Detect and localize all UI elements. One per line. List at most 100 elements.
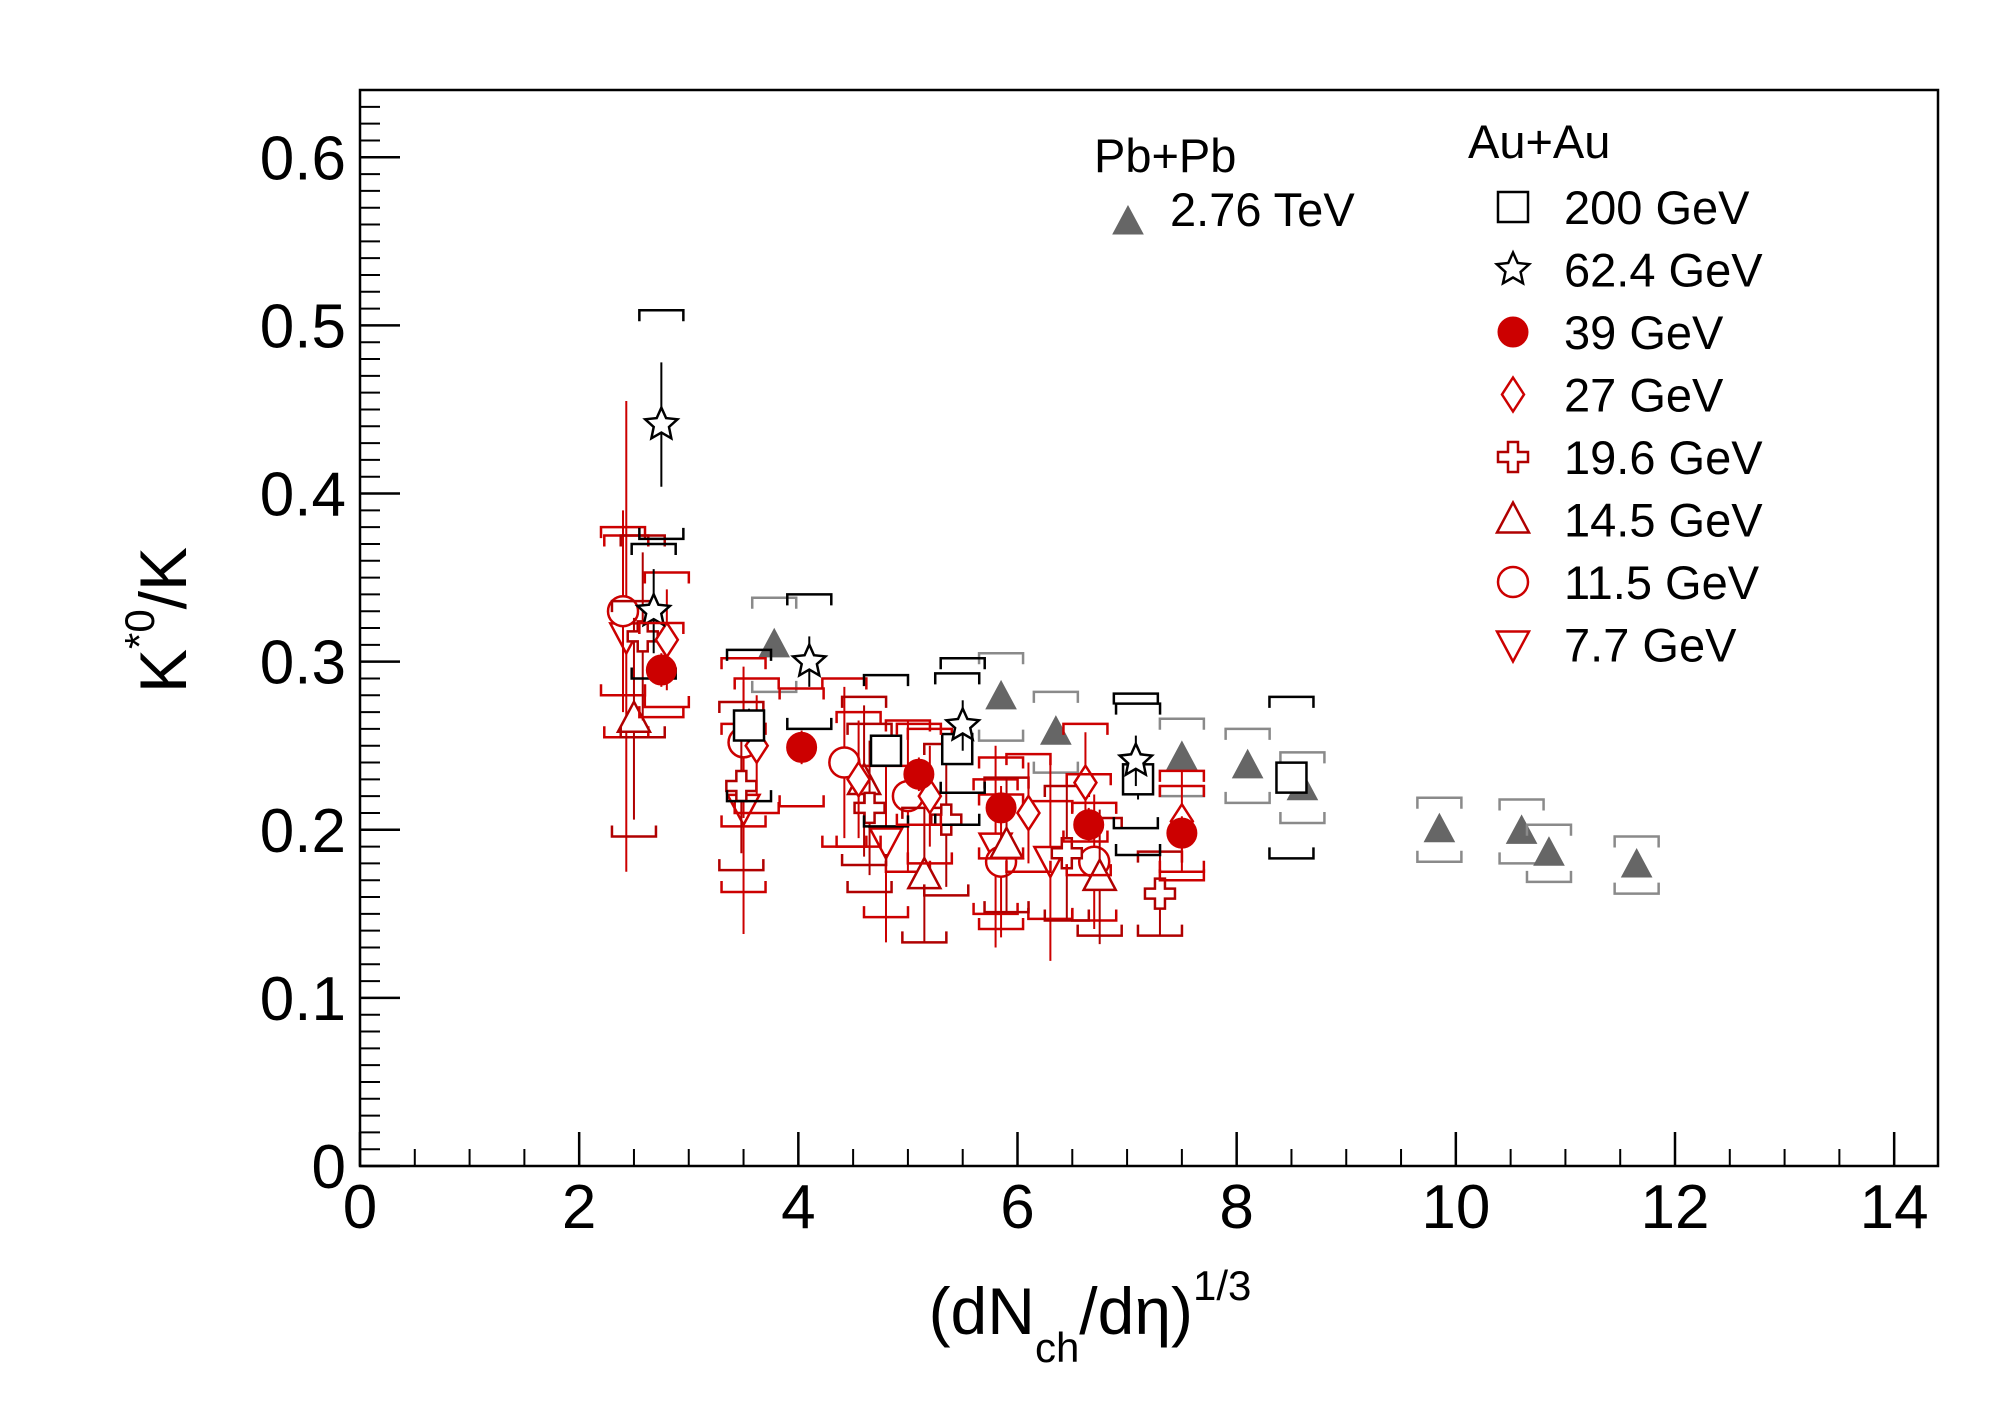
sys-error-bracket — [718, 700, 765, 872]
x-tick-label: 10 — [1421, 1173, 1490, 1242]
data-point — [940, 732, 974, 766]
data-point — [1275, 761, 1308, 794]
y-tick-label: 0.2 — [260, 797, 346, 866]
sys-error-bracket — [725, 648, 773, 803]
x-tick-label: 0 — [343, 1173, 377, 1242]
y-tick-label: 0 — [312, 1133, 346, 1202]
y-tick-label: 0.3 — [260, 629, 346, 698]
x-tick-label: 8 — [1219, 1173, 1253, 1242]
sys-error-bracket — [1158, 784, 1206, 882]
x-tick-label: 6 — [1000, 1173, 1034, 1242]
x-title-sub: ch — [1035, 1324, 1079, 1371]
data-point — [903, 758, 935, 790]
series-62-4-gev — [630, 308, 1160, 830]
data-point — [1040, 715, 1072, 745]
sys-error-bracket — [1279, 751, 1326, 825]
legend-marker — [1496, 190, 1530, 224]
sys-error-bracket — [939, 657, 986, 795]
sys-error-bracket — [1114, 702, 1162, 857]
legend: 2.76 TeV 200 GeV 62.4 GeV 39 GeV 27 GeV 19.6 … — [1112, 181, 1763, 672]
data-point — [790, 641, 829, 678]
legend-marker-pbpb — [1112, 204, 1144, 235]
data-point — [869, 734, 903, 767]
legend-header-auau: Au+Au — [1468, 115, 1610, 168]
data-point — [1050, 837, 1084, 870]
y-tick-label: 0.1 — [260, 965, 346, 1034]
y-tick-label: 0.6 — [260, 124, 346, 193]
y-tick-label: 0.4 — [260, 461, 346, 530]
x-tick-label: 12 — [1641, 1173, 1710, 1242]
data-point — [642, 404, 681, 441]
data-point — [1620, 847, 1653, 878]
legend-label-pbpb: 2.76 TeV — [1170, 183, 1355, 236]
legend-label: 14.5 GeV — [1564, 494, 1763, 547]
sys-error-bracket — [846, 722, 893, 894]
data-point — [1166, 740, 1198, 770]
y-tick-label: 0.5 — [260, 292, 346, 361]
data-point — [1143, 877, 1177, 910]
legend-label: 27 GeV — [1564, 369, 1724, 422]
legend-label: 62.4 GeV — [1564, 244, 1763, 297]
legend-label: 11.5 GeV — [1564, 556, 1760, 609]
x-axis-title: (dNch/dη)1/3 — [929, 1262, 1252, 1371]
sys-error-bracket — [1224, 727, 1271, 805]
legend-label: 19.6 GeV — [1564, 431, 1763, 484]
series-27-gev — [643, 571, 1206, 874]
data-point — [1015, 793, 1041, 833]
sys-error-bracket — [977, 756, 1025, 860]
data-point — [1231, 748, 1264, 779]
legend-marker — [1496, 440, 1530, 474]
data-point — [606, 594, 640, 628]
data-point — [1423, 812, 1456, 843]
data-point — [985, 792, 1017, 824]
legend-label: 7.7 GeV — [1564, 619, 1737, 672]
x-tick-label: 14 — [1860, 1173, 1929, 1242]
legend-marker — [1494, 499, 1532, 534]
data-point — [732, 709, 766, 742]
sys-error-bracket — [1032, 690, 1080, 774]
y-title-rest: /K — [126, 547, 200, 609]
sys-error-bracket — [1062, 722, 1109, 843]
data-point — [1166, 817, 1198, 849]
x-title-main: (dN — [929, 1274, 1035, 1348]
y-title-sup: *0 — [116, 609, 163, 649]
legend-marker — [1496, 565, 1530, 599]
y-axis-title: K*0/K — [116, 547, 200, 693]
sys-error-bracket — [720, 657, 767, 828]
sys-error-bracket — [638, 621, 685, 719]
sys-error-bracket — [1525, 823, 1573, 884]
sys-error-bracket — [835, 710, 882, 848]
sys-error-bracket — [895, 722, 943, 826]
data-point — [654, 620, 680, 660]
data-point — [846, 760, 872, 799]
sys-error-bracket — [1005, 752, 1052, 874]
sys-error-bracket — [840, 695, 888, 867]
sys-error-bracket — [643, 571, 691, 709]
data-point — [867, 827, 905, 862]
x-tick-label: 4 — [781, 1173, 815, 1242]
legend-header-pbpb: Pb+Pb — [1094, 129, 1236, 182]
legend-marker — [1497, 316, 1529, 348]
data-point — [1116, 740, 1155, 778]
data-point — [758, 627, 791, 658]
data-point — [634, 591, 673, 628]
data-point — [943, 705, 982, 742]
sys-error-bracket — [862, 673, 910, 828]
series-39-gev — [638, 621, 1206, 882]
data-layer — [599, 308, 1660, 961]
legend-marker — [1494, 630, 1532, 665]
legend-label: 39 GeV — [1564, 306, 1724, 359]
y-title-main: K — [126, 649, 200, 693]
series-2-76-tev — [750, 596, 1660, 895]
sys-error-bracket — [1112, 692, 1160, 830]
data-point — [1073, 809, 1105, 841]
sys-error-bracket — [750, 596, 798, 694]
x-title-rest: /dη) — [1079, 1274, 1193, 1348]
data-point — [1533, 836, 1565, 866]
data-point — [1505, 814, 1538, 844]
sys-error-bracket — [638, 308, 685, 541]
legend-marker — [1500, 375, 1526, 414]
sys-error-bracket — [1065, 773, 1112, 877]
sys-error-bracket — [1268, 695, 1315, 860]
